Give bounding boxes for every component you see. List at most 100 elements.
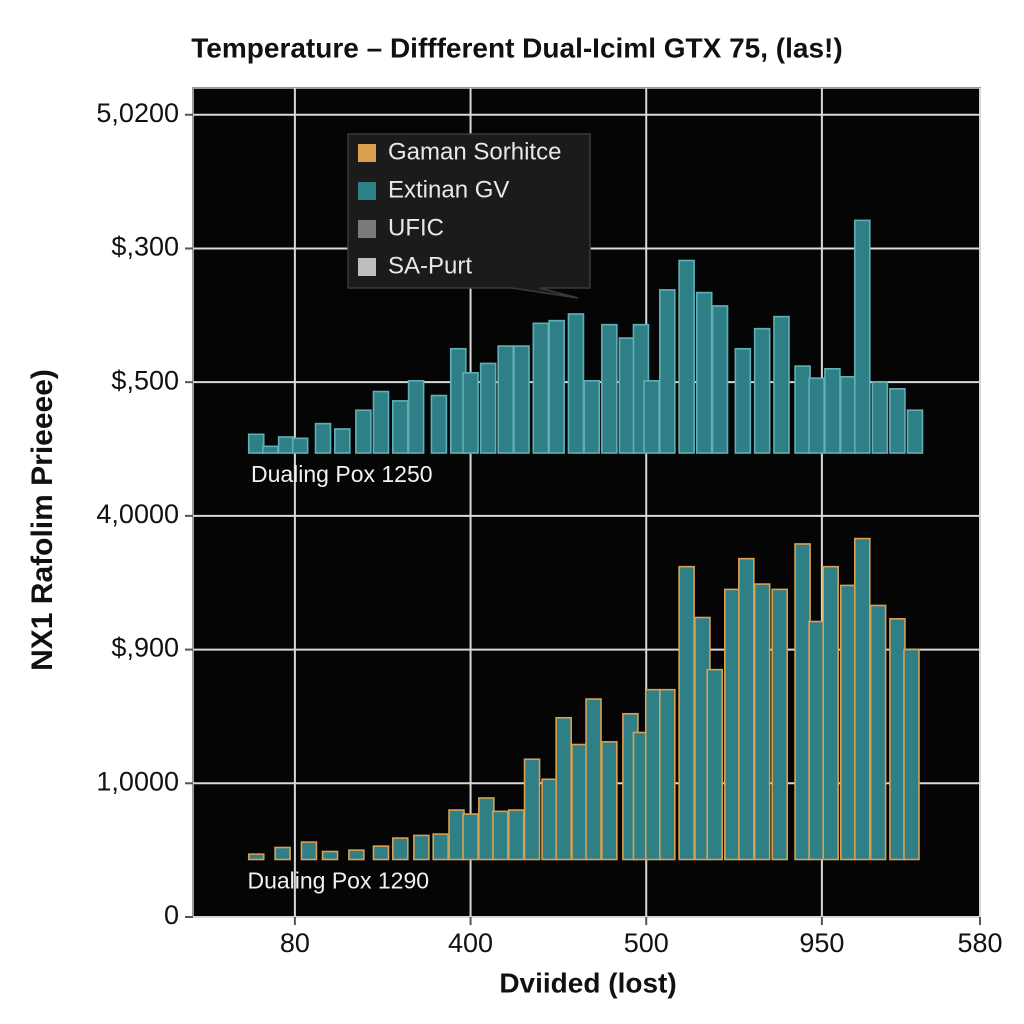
bar xyxy=(413,834,430,861)
legend-swatch xyxy=(358,220,376,238)
legend-swatch xyxy=(358,144,376,162)
bar xyxy=(678,565,695,861)
bar xyxy=(555,716,572,861)
bars xyxy=(247,219,924,861)
x-tick-label: 400 xyxy=(448,928,493,958)
y-tick-label: 0 xyxy=(164,900,179,930)
legend-items: Gaman Sorhitce Extinan GV UFIC SA-Purt xyxy=(358,138,561,279)
bar xyxy=(372,845,390,861)
bar xyxy=(274,846,291,861)
bar xyxy=(479,362,497,454)
bar xyxy=(567,313,585,454)
bar xyxy=(659,289,676,454)
bar xyxy=(706,668,724,861)
bar xyxy=(391,837,409,861)
bar xyxy=(247,853,265,861)
bar xyxy=(448,809,465,861)
bar xyxy=(771,588,789,861)
bar xyxy=(869,604,887,861)
bar xyxy=(548,319,565,454)
y-tick-label: $,300 xyxy=(111,232,179,262)
bar xyxy=(523,758,541,861)
legend-label: Extinan GV xyxy=(388,176,509,203)
legend-label: SA-Purt xyxy=(388,252,472,279)
bar xyxy=(478,797,495,861)
bar xyxy=(839,376,857,454)
chart-title: Temperature – Diffferent Dual-Iciml GTX … xyxy=(191,32,842,63)
x-axis-label: Dviided (lost) xyxy=(499,967,676,998)
annotations: Dualing Pox 1250 Dualing Pox 1290 xyxy=(247,461,432,893)
bar xyxy=(585,698,602,861)
bar xyxy=(513,345,530,454)
bar xyxy=(808,620,825,861)
bar xyxy=(348,849,365,861)
legend-label: UFIC xyxy=(388,214,444,241)
y-tick-label: 4,0000 xyxy=(96,499,179,529)
bar xyxy=(571,743,588,861)
bar xyxy=(643,380,660,454)
x-tick-label: 950 xyxy=(799,928,844,958)
bar xyxy=(300,841,318,861)
bar xyxy=(889,388,906,454)
annotation: Dualing Pox 1250 xyxy=(251,461,433,487)
y-tick-label: 5,0200 xyxy=(96,98,179,128)
bar xyxy=(432,833,449,861)
bar xyxy=(711,305,729,454)
legend-swatch xyxy=(358,182,376,200)
bar xyxy=(355,409,372,454)
bar xyxy=(247,433,265,454)
bar xyxy=(734,347,752,454)
bar xyxy=(601,323,618,454)
bar xyxy=(462,813,479,861)
bar xyxy=(321,850,339,861)
bar xyxy=(391,400,409,454)
bar xyxy=(314,422,332,454)
bar xyxy=(462,372,479,454)
bar xyxy=(261,445,279,454)
bar xyxy=(695,291,713,454)
bar xyxy=(618,337,636,454)
bar xyxy=(854,219,871,454)
legend: Gaman Sorhitce Extinan GV UFIC SA-Purt xyxy=(347,133,591,299)
bar xyxy=(854,537,871,861)
x-tick-label: 80 xyxy=(280,928,310,958)
bar xyxy=(659,688,676,861)
bar xyxy=(541,778,558,861)
legend-box xyxy=(347,133,591,299)
y-tick-label: $,500 xyxy=(111,365,179,395)
legend-label: Gaman Sorhitce xyxy=(388,138,561,165)
bar xyxy=(583,380,601,454)
bar xyxy=(738,557,755,861)
bar xyxy=(824,367,841,454)
bar xyxy=(492,810,509,861)
bar xyxy=(372,390,390,454)
bar xyxy=(839,584,857,861)
bar xyxy=(773,315,790,454)
bar xyxy=(871,381,889,454)
y-tick-label: $,900 xyxy=(111,633,179,663)
bar xyxy=(277,436,295,454)
bar xyxy=(906,409,924,454)
bar xyxy=(532,322,550,454)
bar xyxy=(794,365,811,454)
bar xyxy=(601,741,618,861)
bar xyxy=(644,688,662,861)
bar xyxy=(753,583,771,861)
bar xyxy=(507,809,525,861)
y-axis-label: NX1 Rafolim Prieeee) xyxy=(26,369,59,671)
bar xyxy=(794,543,811,861)
legend-swatch xyxy=(358,258,376,276)
bar xyxy=(903,648,920,861)
bar xyxy=(291,437,309,454)
bar xyxy=(334,428,351,454)
y-tick-label: 1,0000 xyxy=(96,766,179,796)
bar xyxy=(724,588,741,861)
bar xyxy=(753,327,771,454)
bar xyxy=(430,394,448,454)
x-tick-label: 580 xyxy=(957,928,1002,958)
annotation: Dualing Pox 1290 xyxy=(247,867,429,893)
bar xyxy=(407,380,425,454)
x-tick-label: 500 xyxy=(624,928,669,958)
